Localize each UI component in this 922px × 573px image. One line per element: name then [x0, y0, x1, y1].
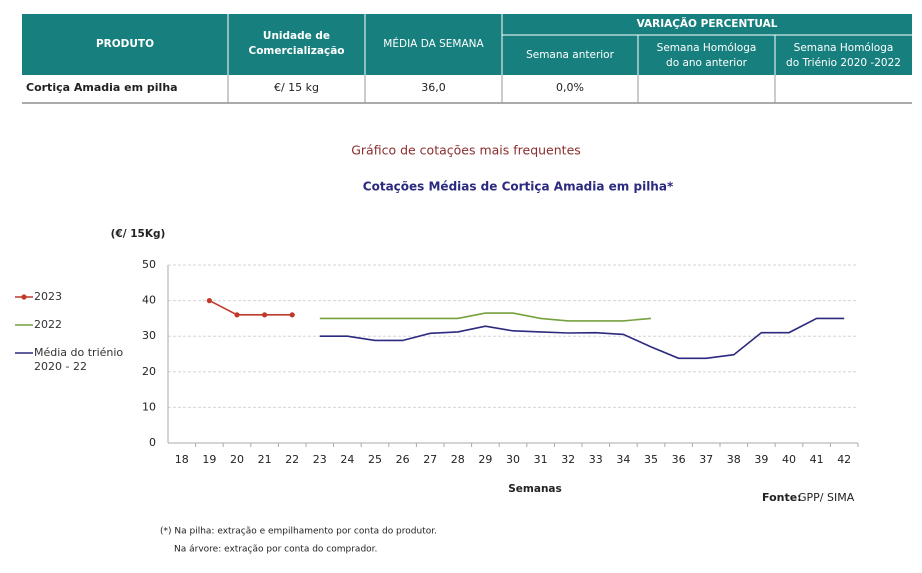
x-tick-label: 37 — [699, 453, 713, 466]
table-cell: Cortiça Amadia em pilha — [26, 81, 178, 94]
header-cell: Semana Homóloga — [657, 42, 757, 54]
header-cell: Semana anterior — [526, 49, 615, 61]
legend-swatch — [15, 294, 33, 300]
legend-swatch — [15, 324, 33, 326]
x-tick-label: 33 — [589, 453, 603, 466]
header-cell: Semana Homóloga — [794, 42, 894, 54]
subtitle: Gráfico de cotações mais frequentes — [351, 143, 581, 158]
y-tick-label: 30 — [142, 329, 156, 342]
x-tick-label: 41 — [810, 453, 824, 466]
x-tick-label: 39 — [754, 453, 768, 466]
table-cell: 0,0% — [556, 81, 584, 94]
x-tick-label: 31 — [534, 453, 548, 466]
x-tick-label: 26 — [396, 453, 410, 466]
legend-label: 2023 — [34, 290, 62, 303]
y-tick-label: 0 — [149, 436, 156, 449]
y-tick-label: 10 — [142, 400, 156, 413]
y-tick-label: 50 — [142, 258, 156, 271]
table-cell: €/ 15 kg — [274, 81, 319, 94]
note: (*) Na pilha: extração e empilhamento po… — [160, 527, 437, 537]
line-series — [319, 317, 845, 360]
x-tick-label: 34 — [616, 453, 630, 466]
legend-swatch — [15, 352, 33, 354]
source-text: GPP/ SIMA — [798, 491, 855, 504]
source-label: Fonte: — [762, 491, 802, 504]
header-cell: MÉDIA DA SEMANA — [383, 37, 484, 50]
x-tick-label: 28 — [451, 453, 465, 466]
x-tick-label: 23 — [313, 453, 327, 466]
x-tick-label: 18 — [175, 453, 189, 466]
x-tick-label: 22 — [285, 453, 299, 466]
table-cell: 36,0 — [421, 81, 446, 94]
y-tick-label: 40 — [142, 294, 156, 307]
legend-item: 2023 — [14, 290, 129, 304]
chart-title: Cotações Médias de Cortiça Amadia em pil… — [363, 180, 674, 194]
x-tick-label: 29 — [478, 453, 492, 466]
legend-label: Média do triénio 2020 - 22 — [34, 346, 124, 373]
line-series — [209, 299, 293, 316]
x-tick-label: 21 — [258, 453, 272, 466]
line-series — [319, 312, 652, 322]
x-tick-label: 35 — [644, 453, 658, 466]
x-label: Semanas — [508, 483, 562, 495]
point — [262, 312, 268, 318]
x-tick-label: 27 — [423, 453, 437, 466]
y-label: (€/ 15Kg) — [111, 228, 166, 240]
header-cell: do ano anterior — [666, 57, 748, 69]
x-tick-label: 19 — [202, 453, 216, 466]
header-cell: Comercialização — [249, 45, 345, 57]
header-cell: do Triénio 2020 -2022 — [786, 57, 901, 69]
x-tick-label: 30 — [506, 453, 520, 466]
x-tick-label: 38 — [727, 453, 741, 466]
x-tick-label: 40 — [782, 453, 796, 466]
legend-item: 2022 — [14, 318, 129, 332]
header-bg — [22, 14, 912, 75]
legend-marker — [21, 294, 27, 300]
note: Na árvore: extração por conta do comprad… — [174, 545, 377, 555]
legend-item: Média do triénio 2020 - 22 — [14, 346, 129, 374]
x-tick-label: 36 — [672, 453, 686, 466]
legend: 2023 2022 Média do triénio 2020 - 22 — [14, 290, 129, 388]
header-cell: PRODUTO — [96, 38, 154, 50]
header-cell: Unidade de — [263, 30, 330, 42]
x-tick-label: 32 — [561, 453, 575, 466]
header-cell: VARIAÇÃO PERCENTUAL — [637, 17, 778, 30]
x-tick-label: 20 — [230, 453, 244, 466]
x-tick-label: 25 — [368, 453, 382, 466]
x-tick-label: 42 — [837, 453, 851, 466]
point — [234, 312, 240, 318]
x-tick-label: 24 — [340, 453, 354, 466]
legend-label: 2022 — [34, 318, 62, 331]
y-tick-label: 20 — [142, 365, 156, 378]
point — [206, 298, 212, 304]
point — [289, 312, 295, 318]
